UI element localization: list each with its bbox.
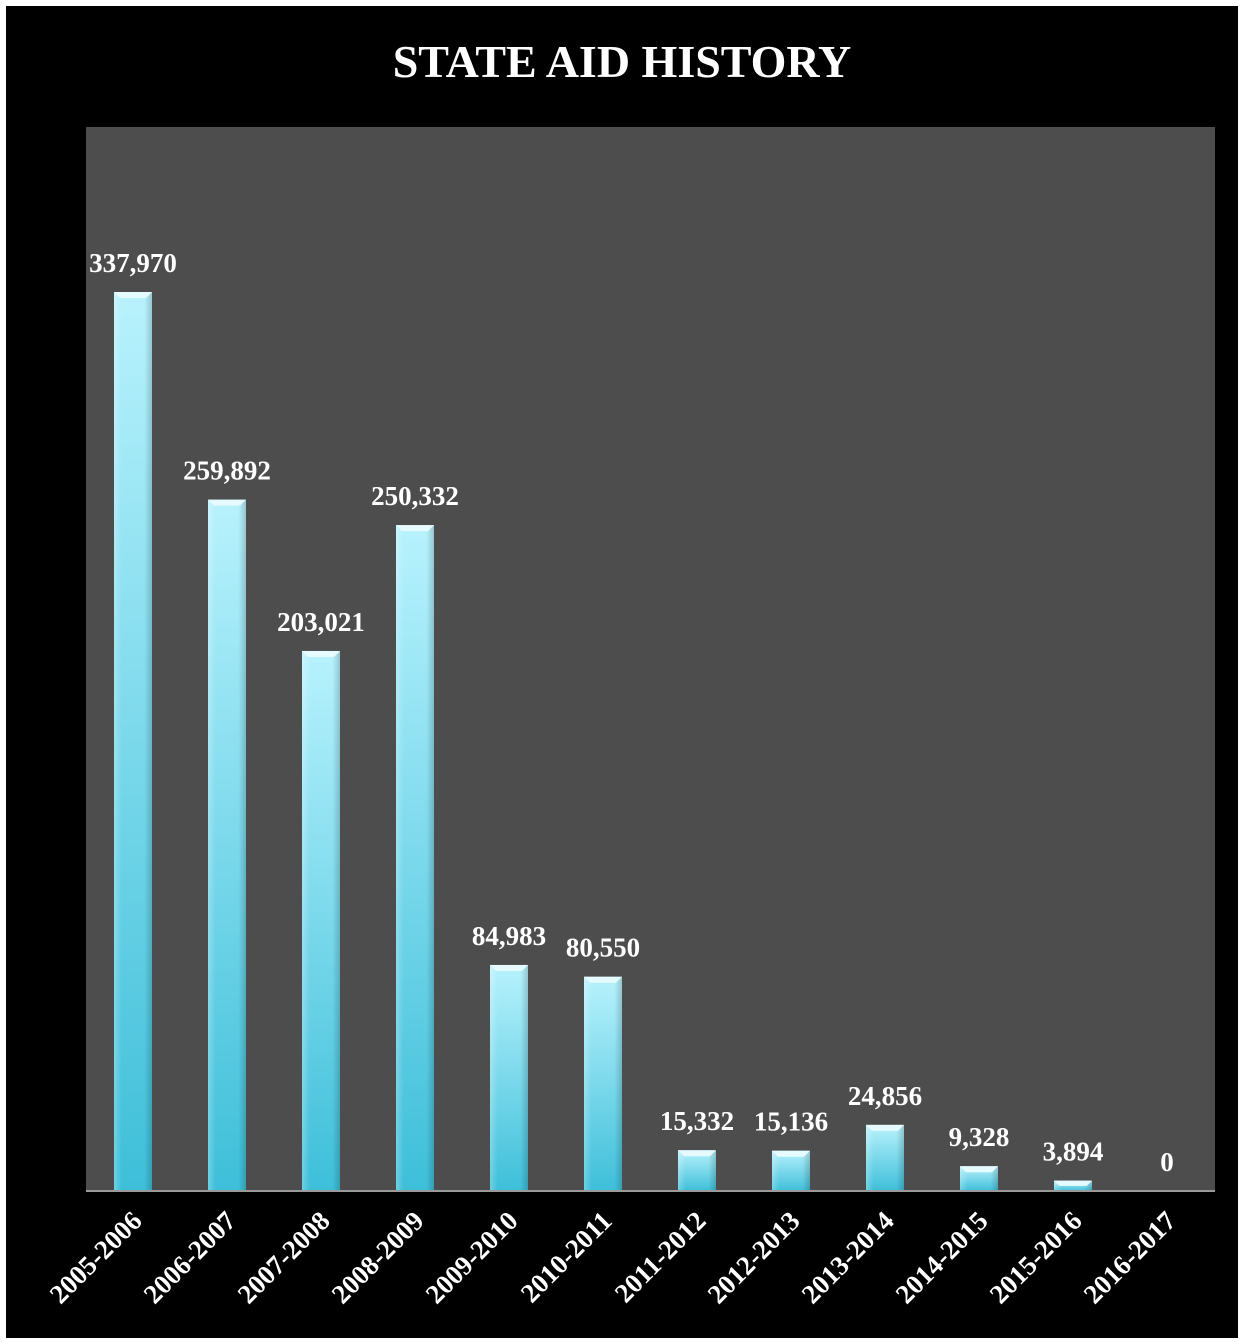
bar-2011-2012 xyxy=(678,1150,716,1191)
data-label-2014-2015: 9,328 xyxy=(949,1122,1010,1152)
bar-bevel xyxy=(302,650,340,657)
bar-2005-2006 xyxy=(114,292,152,1191)
bar-shading xyxy=(678,1150,716,1191)
data-label-2010-2011: 80,550 xyxy=(566,933,640,963)
x-tick-label-2011-2012: 2011-2012 xyxy=(609,1205,712,1308)
data-label-2016-2017: 0 xyxy=(1160,1147,1174,1177)
x-tick-label-2013-2014: 2013-2014 xyxy=(796,1205,900,1309)
data-label-2006-2007: 259,892 xyxy=(183,456,271,486)
bar-2010-2011 xyxy=(584,976,622,1191)
data-label-2011-2012: 15,332 xyxy=(660,1106,734,1136)
bar-bevel xyxy=(960,1166,998,1173)
bar-shading xyxy=(772,1150,810,1191)
x-tick-label-2005-2006: 2005-2006 xyxy=(44,1205,148,1309)
x-tick-label-2014-2015: 2014-2015 xyxy=(890,1205,994,1309)
bar-2012-2013 xyxy=(772,1150,810,1191)
bar-shading xyxy=(114,292,152,1191)
bar-bevel xyxy=(772,1150,810,1157)
bar-shading xyxy=(396,525,434,1191)
bar-2006-2007 xyxy=(208,499,246,1191)
bar-2014-2015 xyxy=(960,1166,998,1191)
x-tick-labels-group: 2005-20062006-20072007-20082008-20092009… xyxy=(44,1205,1182,1309)
x-tick-label-2016-2017: 2016-2017 xyxy=(1078,1205,1182,1309)
bar-bevel xyxy=(584,976,622,983)
x-tick-label-2007-2008: 2007-2008 xyxy=(232,1205,336,1309)
x-tick-label-2010-2011: 2010-2011 xyxy=(515,1205,618,1308)
bar-shading xyxy=(866,1124,904,1191)
x-tick-label-2006-2007: 2006-2007 xyxy=(138,1205,242,1309)
x-tick-label-2009-2010: 2009-2010 xyxy=(420,1205,524,1309)
bars-group xyxy=(114,292,1092,1191)
data-label-2009-2010: 84,983 xyxy=(472,921,546,951)
bar-bevel xyxy=(1054,1180,1092,1186)
data-label-2008-2009: 250,332 xyxy=(371,481,459,511)
bar-2009-2010 xyxy=(490,964,528,1191)
x-tick-label-2008-2009: 2008-2009 xyxy=(326,1205,430,1309)
data-labels-group: 337,970 259,892 203,021 250,332 84,983 80,550… xyxy=(89,248,1174,1177)
bar-shading xyxy=(584,976,622,1191)
bar-2007-2008 xyxy=(302,650,340,1191)
bar-bevel xyxy=(208,499,246,506)
bar-bevel xyxy=(490,964,528,971)
data-label-2012-2013: 15,136 xyxy=(754,1107,828,1137)
x-tick-label-2015-2016: 2015-2016 xyxy=(984,1205,1088,1309)
data-label-2015-2016: 3,894 xyxy=(1043,1137,1104,1167)
bar-2008-2009 xyxy=(396,525,434,1191)
chart-title: STATE AID HISTORY xyxy=(392,36,852,87)
bar-bevel xyxy=(866,1124,904,1131)
bar-shading xyxy=(1054,1180,1092,1191)
bar-bevel xyxy=(114,292,152,298)
plot-area xyxy=(86,127,1215,1191)
data-label-2007-2008: 203,021 xyxy=(277,607,365,637)
x-tick-label-2012-2013: 2012-2013 xyxy=(702,1205,806,1309)
bar-shading xyxy=(302,650,340,1191)
bar-2013-2014 xyxy=(866,1124,904,1191)
data-label-2005-2006: 337,970 xyxy=(89,248,177,278)
bar-bevel xyxy=(396,525,434,532)
bar-2015-2016 xyxy=(1054,1180,1092,1191)
bar-bevel xyxy=(678,1150,716,1157)
bar-shading xyxy=(208,499,246,1191)
data-label-2013-2014: 24,856 xyxy=(848,1081,922,1111)
bar-shading xyxy=(490,964,528,1191)
